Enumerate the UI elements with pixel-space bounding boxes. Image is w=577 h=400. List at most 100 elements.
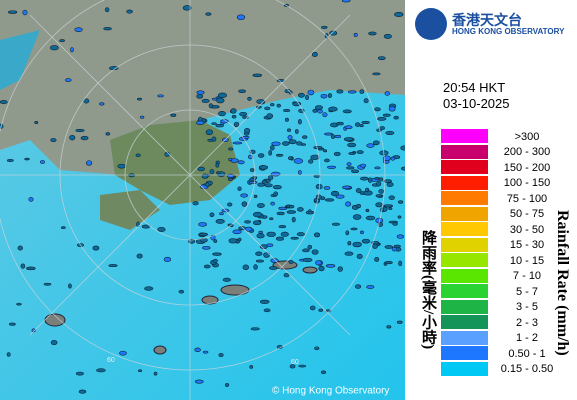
legend-item: 1 - 2: [441, 330, 566, 347]
legend-swatch: [441, 191, 488, 205]
rain-echo: [205, 12, 212, 16]
rain-echo: [248, 180, 258, 184]
rain-echo: [378, 189, 384, 194]
rain-echo: [366, 143, 375, 148]
rain-echo: [310, 154, 320, 160]
rain-echo: [227, 202, 233, 207]
rain-echo: [354, 122, 361, 127]
rain-echo: [192, 201, 199, 206]
rain-echo: [296, 232, 305, 237]
rain-echo: [252, 220, 262, 226]
rain-echo: [397, 215, 402, 219]
rain-echo: [266, 231, 276, 237]
rain-echo: [366, 285, 375, 289]
rain-echo: [39, 160, 45, 164]
rain-echo: [230, 108, 237, 114]
rain-echo: [153, 371, 158, 376]
rain-echo: [238, 89, 246, 93]
rain-echo: [315, 260, 322, 266]
rain-echo: [212, 252, 222, 256]
rain-echo: [70, 47, 74, 53]
rain-echo: [64, 78, 72, 82]
rain-echo: [270, 145, 275, 151]
rain-echo: [194, 379, 204, 384]
rain-echo: [259, 299, 270, 304]
rain-echo: [126, 9, 133, 14]
rain-echo: [272, 185, 282, 190]
rain-echo: [247, 96, 252, 101]
rain-echo: [264, 183, 273, 188]
rain-echo: [333, 151, 341, 157]
rain-echo: [390, 156, 396, 161]
rain-echo: [228, 238, 238, 244]
legend-item: 150 - 200: [441, 160, 566, 176]
rain-echo: [276, 211, 285, 216]
rain-echo: [268, 175, 274, 181]
rain-echo: [196, 120, 205, 125]
rain-echo: [20, 263, 26, 269]
rain-echo: [16, 302, 22, 306]
legend-item: 200 - 300: [441, 144, 566, 161]
rain-echo: [287, 135, 293, 140]
rain-echo: [379, 177, 384, 182]
rain-echo: [289, 364, 296, 369]
rain-echo: [218, 353, 224, 358]
rain-echo: [372, 243, 378, 249]
rain-echo: [240, 193, 248, 198]
rain-echo: [323, 149, 328, 153]
rain-echo: [314, 346, 320, 351]
rain-echo: [348, 152, 356, 155]
rain-echo: [178, 289, 185, 294]
legend-label: 5 - 7: [515, 285, 538, 298]
rain-echo: [249, 168, 255, 173]
rain-echo: [336, 89, 344, 94]
rain-echo: [384, 245, 394, 249]
rain-echo: [219, 212, 224, 216]
rain-echo: [344, 251, 354, 256]
legend-title-chinese: 降雨率(毫米/小時): [420, 230, 436, 350]
legend-item: 15 - 30: [441, 237, 566, 254]
rain-echo: [391, 247, 398, 252]
rain-echo: [211, 122, 217, 125]
rain-echo: [360, 230, 364, 235]
rain-echo: [86, 160, 93, 166]
rain-echo: [374, 256, 380, 262]
rain-echo: [211, 136, 217, 142]
rain-echo: [203, 264, 211, 269]
rain-echo: [276, 103, 281, 108]
rain-echo: [384, 260, 393, 265]
rain-echo: [256, 99, 264, 104]
rain-echo: [205, 182, 210, 188]
rain-echo: [237, 237, 242, 242]
rain-echo: [320, 93, 328, 99]
rain-echo: [393, 244, 401, 249]
rain-echo: [341, 0, 351, 3]
rain-echo: [139, 115, 145, 119]
rain-echo: [136, 97, 143, 101]
rain-echo: [361, 121, 370, 124]
rain-echo: [232, 141, 243, 145]
rain-echo: [213, 239, 218, 243]
rain-echo: [258, 230, 263, 234]
rain-echo: [197, 166, 205, 172]
rain-echo: [217, 92, 227, 99]
rain-echo: [324, 158, 330, 163]
rain-echo: [383, 33, 392, 39]
rain-echo: [393, 115, 399, 120]
rain-echo: [382, 113, 391, 117]
rain-echo: [34, 121, 39, 125]
rain-echo: [253, 194, 258, 199]
time: 20:54 HKT: [443, 80, 506, 95]
rain-echo: [202, 350, 209, 354]
rain-echo: [383, 179, 392, 183]
rain-echo: [269, 266, 278, 270]
rain-echo: [313, 232, 321, 238]
rain-echo: [282, 141, 290, 146]
rain-echo: [216, 171, 221, 175]
rain-echo: [320, 370, 326, 374]
legend-item: 5 - 7: [441, 284, 566, 300]
rain-echo: [342, 109, 352, 114]
rain-echo: [359, 163, 367, 168]
rain-echo: [325, 264, 336, 268]
rain-echo: [278, 225, 287, 229]
